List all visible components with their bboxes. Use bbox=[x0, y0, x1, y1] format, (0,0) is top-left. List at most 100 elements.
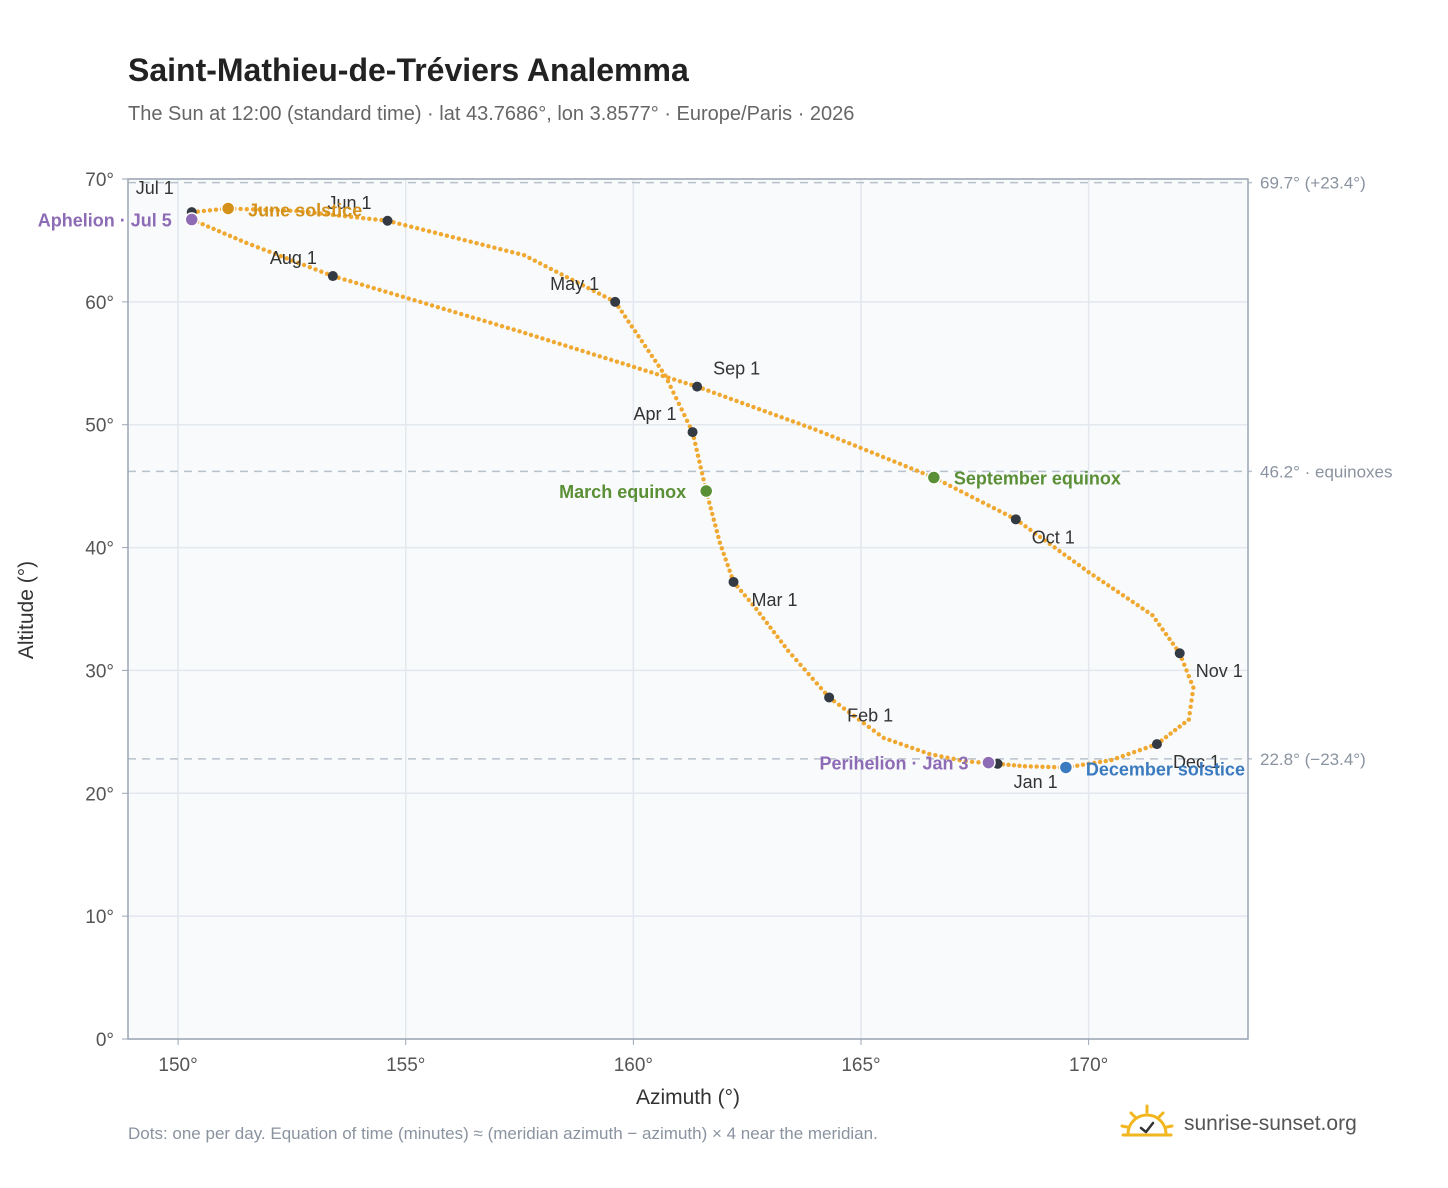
analemma-dot bbox=[725, 562, 730, 568]
analemma-dot bbox=[269, 207, 274, 213]
reference-line-label: 22.8° (−23.4°) bbox=[1260, 750, 1366, 769]
analemma-dot bbox=[948, 483, 953, 489]
analemma-dot bbox=[920, 470, 925, 476]
analemma-dot bbox=[869, 450, 875, 455]
month-marker-label: Nov 1 bbox=[1196, 661, 1243, 681]
analemma-dot bbox=[403, 223, 408, 228]
month-marker-label: Apr 1 bbox=[634, 404, 677, 424]
analemma-dot bbox=[498, 246, 503, 252]
analemma-dot bbox=[1160, 627, 1165, 632]
analemma-dot bbox=[596, 291, 602, 296]
analemma-dot bbox=[307, 265, 313, 270]
month-marker bbox=[824, 692, 835, 703]
analemma-dot bbox=[1140, 606, 1145, 611]
analemma-dot bbox=[734, 398, 739, 404]
analemma-dot bbox=[257, 207, 262, 212]
y-tick-label: 60° bbox=[85, 293, 114, 314]
event-marker bbox=[220, 201, 236, 216]
analemma-dot bbox=[746, 597, 751, 603]
analemma-dot bbox=[841, 438, 846, 444]
analemma-dot bbox=[330, 212, 336, 218]
analemma-dot bbox=[886, 457, 891, 462]
analemma-dot bbox=[238, 206, 243, 212]
analemma-dot bbox=[1091, 573, 1096, 578]
analemma-dot bbox=[957, 757, 962, 763]
analemma-dot bbox=[1177, 724, 1182, 729]
analemma-dot bbox=[586, 350, 591, 355]
analemma-dot bbox=[1057, 548, 1062, 554]
event-marker bbox=[981, 755, 996, 770]
analemma-dot bbox=[790, 419, 796, 424]
analemma-dot bbox=[281, 208, 287, 213]
analemma-dot bbox=[267, 249, 272, 254]
analemma-dot bbox=[580, 283, 586, 288]
analemma-dot bbox=[1163, 631, 1169, 637]
analemma-dot bbox=[438, 232, 444, 237]
analemma-dot bbox=[835, 436, 841, 441]
analemma-dot bbox=[980, 500, 986, 505]
x-tick-label: 165° bbox=[841, 1055, 880, 1076]
analemma-dot bbox=[1042, 538, 1048, 543]
analemma-dot bbox=[796, 421, 801, 426]
analemma-dot bbox=[1028, 527, 1033, 533]
analemma-dot bbox=[897, 461, 903, 467]
analemma-dot bbox=[1163, 734, 1169, 740]
analemma-dot bbox=[504, 248, 509, 253]
month-marker bbox=[1010, 514, 1021, 525]
analemma-dot bbox=[568, 345, 574, 350]
analemma-dot bbox=[412, 298, 417, 303]
analemma-dot bbox=[290, 258, 295, 263]
event-marker bbox=[1058, 760, 1074, 775]
chart-subtitle: The Sun at 12:00 (standard time) · lat 4… bbox=[128, 103, 855, 125]
event-label: June solstice bbox=[248, 200, 362, 220]
analemma-dot bbox=[756, 406, 762, 412]
brand-logo[interactable]: sunrise-sunset.org bbox=[1120, 1100, 1357, 1148]
analemma-dot bbox=[679, 407, 684, 412]
analemma-dot bbox=[510, 249, 515, 255]
analemma-dot bbox=[631, 364, 637, 370]
analemma-dot bbox=[626, 363, 631, 368]
analemma-dot bbox=[958, 489, 964, 494]
month-marker bbox=[1174, 648, 1185, 659]
analemma-dot bbox=[1182, 662, 1187, 667]
analemma-dot bbox=[499, 323, 505, 329]
analemma-dot bbox=[716, 534, 721, 540]
analemma-dot bbox=[435, 304, 441, 310]
analemma-dot bbox=[505, 325, 511, 331]
analemma-dot bbox=[622, 314, 628, 319]
analemma-dot bbox=[426, 229, 432, 234]
analemma-dot bbox=[1037, 534, 1043, 540]
analemma-dot bbox=[721, 551, 726, 557]
analemma-dot bbox=[511, 327, 516, 332]
analemma-dot bbox=[261, 247, 266, 252]
analemma-dot bbox=[676, 401, 682, 407]
analemma-dot bbox=[336, 213, 342, 218]
analemma-dot bbox=[459, 311, 464, 317]
analemma-dot bbox=[528, 332, 534, 338]
analemma-dot bbox=[432, 230, 438, 235]
analemma-dot bbox=[200, 222, 205, 227]
analemma-dot bbox=[1143, 745, 1148, 751]
analemma-dot bbox=[324, 212, 330, 217]
analemma-dot bbox=[211, 226, 216, 232]
analemma-dot bbox=[711, 517, 716, 522]
analemma-dot bbox=[1047, 541, 1052, 547]
analemma-dot bbox=[1188, 704, 1193, 709]
analemma-dot bbox=[207, 208, 213, 213]
analemma-dot bbox=[646, 348, 651, 354]
analemma-dot bbox=[699, 471, 705, 476]
analemma-dot bbox=[745, 402, 751, 408]
month-marker-label: Dec 1 bbox=[1173, 752, 1220, 772]
analemma-dot bbox=[1145, 609, 1150, 615]
y-tick-label: 20° bbox=[85, 784, 114, 805]
analemma-dot bbox=[580, 348, 585, 354]
month-marker-label: Sep 1 bbox=[713, 359, 760, 379]
event-label: Aphelion · Jul 5 bbox=[38, 211, 172, 231]
analemma-dot bbox=[856, 717, 862, 722]
y-tick-label: 30° bbox=[85, 661, 114, 682]
analemma-dot bbox=[1103, 758, 1108, 764]
analemma-dot bbox=[986, 503, 991, 508]
analemma-dot bbox=[1106, 583, 1111, 588]
analemma-dot bbox=[1110, 586, 1116, 591]
analemma-dot bbox=[969, 759, 975, 765]
